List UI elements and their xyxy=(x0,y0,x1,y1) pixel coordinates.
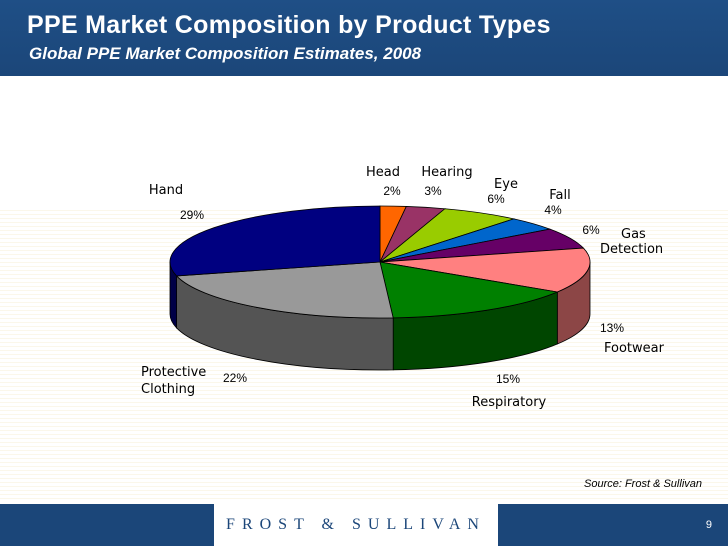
label-fall: Fall xyxy=(549,188,570,203)
page-title: PPE Market Composition by Product Types xyxy=(27,11,551,39)
pct-hearing: 3% xyxy=(424,184,442,198)
label-gas-line2: Detection xyxy=(600,242,663,257)
footer-bar: FROST & SULLIVAN 9 xyxy=(0,504,728,546)
pct-eye: 6% xyxy=(487,192,505,206)
pie-slice-respiratory xyxy=(379,261,559,319)
label-eye: Eye xyxy=(494,177,518,192)
pie-slice-protective-clothing xyxy=(175,261,394,319)
pie-sides xyxy=(169,261,591,371)
label-protective-clothing: Protective Clothing xyxy=(141,365,210,397)
label-protective-line1: Protective xyxy=(141,365,206,380)
pct-hand: 29% xyxy=(180,208,204,222)
label-gas-detection: Gas Detection xyxy=(600,227,663,257)
source-note: Source: Frost & Sullivan xyxy=(584,478,702,490)
pie-slice-footwear xyxy=(379,247,591,293)
pct-protective-clothing: 22% xyxy=(223,371,247,385)
label-gas-line1: Gas xyxy=(621,227,646,242)
label-protective-line2: Clothing xyxy=(141,382,195,397)
pie-slice-hand xyxy=(169,205,381,277)
label-footwear: Footwear xyxy=(604,341,665,356)
label-hand: Hand xyxy=(149,183,183,198)
label-head: Head xyxy=(366,165,400,180)
footer-logo-box: FROST & SULLIVAN xyxy=(214,504,498,546)
header-bar: PPE Market Composition by Product Types … xyxy=(0,0,728,76)
pct-fall: 4% xyxy=(544,203,562,217)
pie-top xyxy=(169,205,591,319)
label-hearing: Hearing xyxy=(421,165,472,180)
pct-gas-detection: 6% xyxy=(582,223,600,237)
pct-head: 2% xyxy=(383,184,401,198)
pct-footwear: 13% xyxy=(600,321,624,335)
page-subtitle: Global PPE Market Composition Estimates,… xyxy=(29,44,422,63)
label-respiratory: Respiratory xyxy=(472,395,547,410)
pie-labels: Head 2% Hearing 3% Eye 6% Fall 4% 6% Gas… xyxy=(141,165,665,410)
page-number: 9 xyxy=(705,519,712,531)
frost-sullivan-logo: FROST & SULLIVAN xyxy=(226,516,486,533)
pct-respiratory: 15% xyxy=(496,372,520,386)
